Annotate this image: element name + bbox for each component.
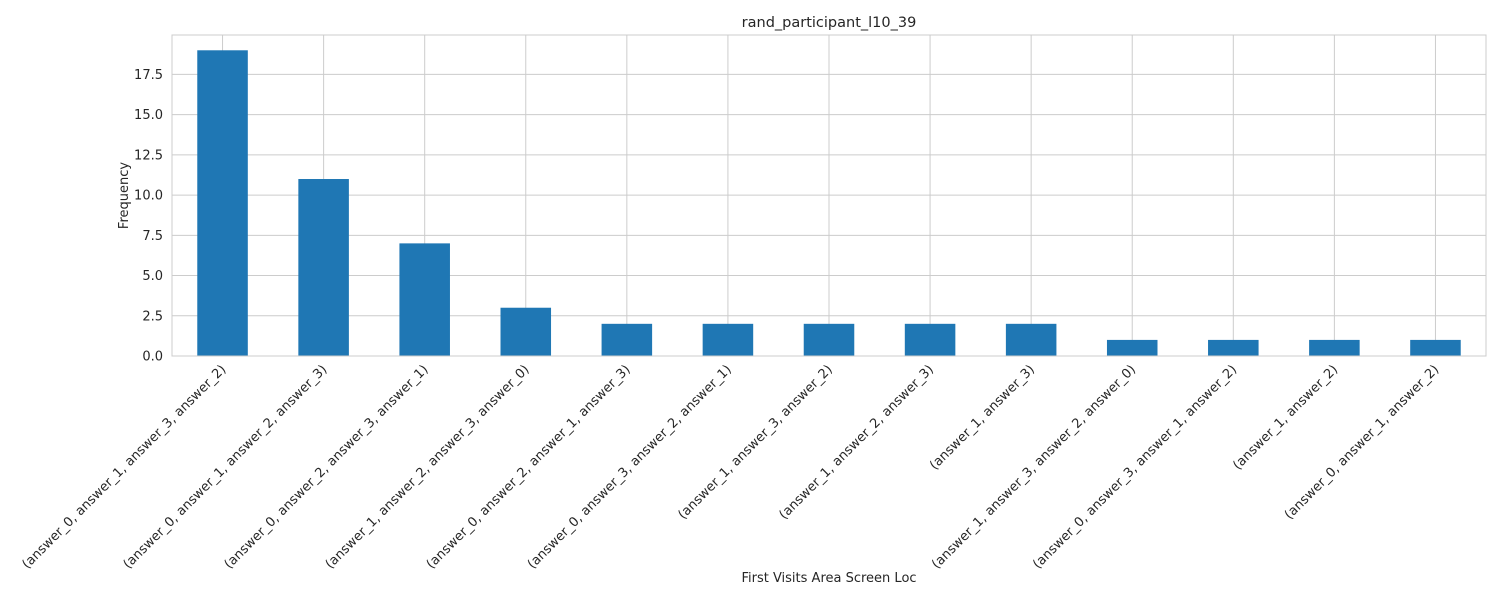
- bar: [702, 323, 754, 356]
- grid-lines: [172, 35, 1486, 357]
- bar: [904, 323, 956, 356]
- y-tick-label: 2.5: [142, 309, 163, 324]
- y-tick-label: 15.0: [134, 108, 163, 123]
- chart-title: rand_participant_l10_39: [742, 15, 917, 31]
- bar: [298, 179, 349, 356]
- bar: [1410, 339, 1461, 356]
- bar: [1106, 339, 1158, 356]
- bar: [500, 307, 552, 356]
- y-tick-label: 0.0: [142, 350, 163, 365]
- bar: [197, 50, 248, 357]
- y-tick-label: 12.5: [134, 148, 163, 163]
- x-tick-label: (answer_1, answer_2, answer_3, answer_0): [323, 362, 533, 572]
- x-tick-labels: (answer_0, answer_1, answer_3, answer_2)…: [19, 362, 1442, 572]
- bar: [1309, 339, 1360, 356]
- x-tick-label: (answer_0, answer_1, answer_2, answer_3): [121, 362, 331, 572]
- bar: [803, 323, 855, 356]
- x-tick-label: (answer_1, answer_3): [927, 362, 1038, 473]
- bar: [1208, 339, 1259, 356]
- x-tick-label: (answer_1, answer_3, answer_2, answer_0): [929, 362, 1139, 572]
- bar: [601, 323, 653, 356]
- x-tick-label: (answer_0, answer_2, answer_3, answer_1): [222, 362, 432, 572]
- bar: [1005, 323, 1057, 356]
- y-tick-label: 10.0: [134, 189, 163, 204]
- bars: [197, 50, 1461, 357]
- plot-frame: [171, 34, 1487, 357]
- x-tick-label: (answer_0, answer_3, answer_2, answer_1): [525, 362, 735, 572]
- y-tick-label: 5.0: [142, 269, 163, 284]
- x-tick-label: (answer_0, answer_2, answer_1, answer_3): [424, 362, 634, 572]
- y-tick-label: 17.5: [134, 68, 163, 83]
- x-axis-label: First Visits Area Screen Loc: [741, 571, 916, 586]
- y-tick-label: 7.5: [142, 229, 163, 244]
- x-tick-label: (answer_0, answer_3, answer_1, answer_2): [1030, 362, 1240, 572]
- x-tick-label: (answer_1, answer_2): [1230, 362, 1341, 473]
- x-tick-label: (answer_0, answer_1, answer_3, answer_2): [19, 362, 229, 572]
- y-axis-label: Frequency: [117, 162, 132, 229]
- y-tick-labels: 0.0 2.5 5.0 7.5 10.0 12.5 15.0 17.5: [134, 68, 163, 365]
- bar: [399, 243, 450, 356]
